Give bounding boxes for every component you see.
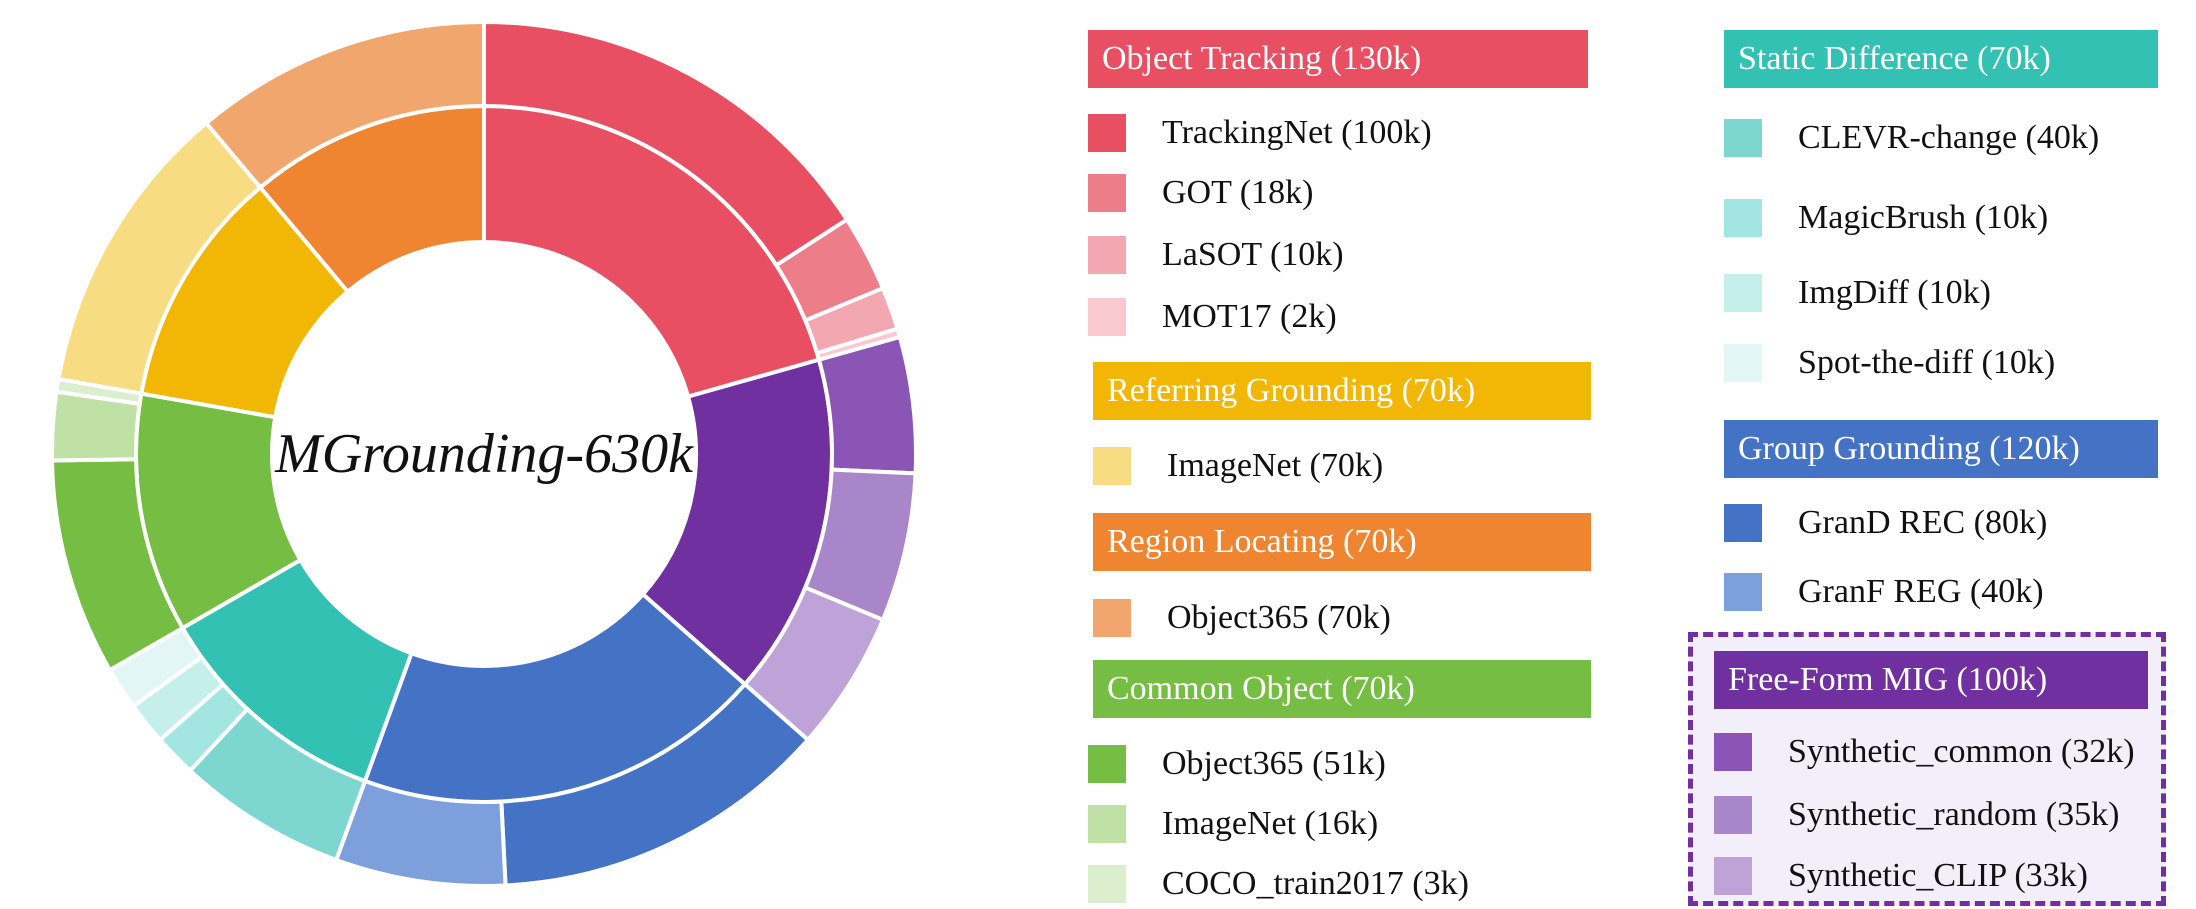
legend-item-common-object-0: Object365 (51k)	[1088, 745, 1386, 783]
legend-item-label: TrackingNet (100k)	[1162, 114, 1432, 151]
legend-item-label: GOT (18k)	[1162, 174, 1314, 211]
legend-header-referring-grounding: Referring Grounding (70k)	[1093, 362, 1591, 420]
legend-item-label: Object365 (70k)	[1167, 599, 1391, 636]
legend-item-label: LaSOT (10k)	[1162, 236, 1344, 273]
legend-item-static-difference-3: Spot-the-diff (10k)	[1724, 344, 2055, 382]
legend-item-object-tracking-2: LaSOT (10k)	[1088, 236, 1344, 274]
legend-swatch	[1724, 573, 1762, 611]
legend-swatch	[1714, 733, 1752, 771]
legend-item-referring-grounding-0: ImageNet (70k)	[1093, 447, 1383, 485]
legend-swatch	[1088, 298, 1126, 336]
legend-item-object-tracking-0: TrackingNet (100k)	[1088, 114, 1432, 152]
legend-item-label: MOT17 (2k)	[1162, 298, 1337, 335]
legend-swatch	[1088, 865, 1126, 903]
sunburst-chart	[50, 19, 918, 888]
legend-swatch	[1714, 857, 1752, 895]
legend-swatch	[1088, 174, 1126, 212]
legend-item-label: COCO_train2017 (3k)	[1162, 865, 1469, 902]
legend-header-static-difference: Static Difference (70k)	[1724, 30, 2158, 88]
legend-swatch	[1093, 447, 1131, 485]
legend-header-object-tracking: Object Tracking (130k)	[1088, 30, 1588, 88]
legend-item-label: Synthetic_CLIP (33k)	[1788, 857, 2088, 894]
legend-item-label: Synthetic_random (35k)	[1788, 796, 2120, 833]
legend-item-group-grounding-1: GranF REG (40k)	[1724, 573, 2044, 611]
legend-item-label: CLEVR-change (40k)	[1798, 119, 2100, 156]
legend-item-label: Spot-the-diff (10k)	[1798, 344, 2056, 381]
legend-item-label: ImageNet (16k)	[1162, 805, 1379, 842]
legend-item-label: Synthetic_common (32k)	[1788, 733, 2135, 770]
outer-slice-region-locating-0	[203, 19, 486, 191]
legend-swatch	[1714, 796, 1752, 834]
legend-item-free-form-mig-2: Synthetic_CLIP (33k)	[1714, 857, 2088, 895]
legend-item-label: GranF REG (40k)	[1798, 573, 2044, 610]
legend-swatch	[1724, 199, 1762, 237]
legend-item-label: ImgDiff (10k)	[1798, 274, 1991, 311]
legend-item-region-locating-0: Object365 (70k)	[1093, 599, 1391, 637]
legend-swatch	[1724, 504, 1762, 542]
legend-swatch	[1724, 344, 1762, 382]
legend-swatch	[1724, 119, 1762, 157]
legend-swatch	[1088, 236, 1126, 274]
legend-swatch	[1093, 599, 1131, 637]
legend-item-free-form-mig-1: Synthetic_random (35k)	[1714, 796, 2119, 834]
legend-item-static-difference-0: CLEVR-change (40k)	[1724, 119, 2099, 157]
legend-item-label: Object365 (51k)	[1162, 745, 1386, 782]
legend-header-common-object: Common Object (70k)	[1093, 660, 1591, 718]
legend-item-label: GranD REC (80k)	[1798, 504, 2048, 541]
legend-item-label: MagicBrush (10k)	[1798, 199, 2049, 236]
legend-item-label: ImageNet (70k)	[1167, 447, 1384, 484]
legend-header-region-locating: Region Locating (70k)	[1093, 513, 1591, 571]
legend-swatch	[1088, 745, 1126, 783]
legend-item-common-object-2: COCO_train2017 (3k)	[1088, 865, 1469, 903]
center-label: MGrounding-630k	[275, 423, 693, 485]
legend-item-static-difference-2: ImgDiff (10k)	[1724, 274, 1991, 312]
legend-swatch	[1088, 114, 1126, 152]
legend-item-group-grounding-0: GranD REC (80k)	[1724, 504, 2047, 542]
outer-slice-free-form-mig-0	[816, 334, 918, 476]
legend-item-object-tracking-1: GOT (18k)	[1088, 174, 1313, 212]
legend-swatch	[1088, 805, 1126, 843]
legend-swatch	[1724, 274, 1762, 312]
legend-item-common-object-1: ImageNet (16k)	[1088, 805, 1378, 843]
legend-header-group-grounding: Group Grounding (120k)	[1724, 420, 2158, 478]
legend-header-free-form-mig: Free-Form MIG (100k)	[1714, 651, 2148, 709]
legend-item-object-tracking-3: MOT17 (2k)	[1088, 298, 1337, 336]
legend-item-static-difference-1: MagicBrush (10k)	[1724, 199, 2048, 237]
legend-item-free-form-mig-0: Synthetic_common (32k)	[1714, 733, 2135, 771]
